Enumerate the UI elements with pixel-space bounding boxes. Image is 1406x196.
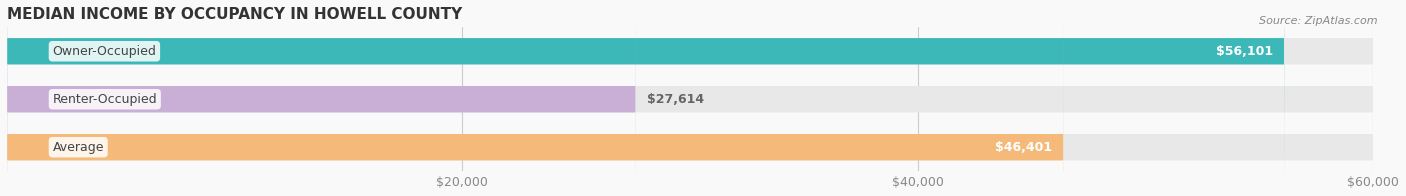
- Text: Owner-Occupied: Owner-Occupied: [52, 45, 156, 58]
- Text: Renter-Occupied: Renter-Occupied: [52, 93, 157, 106]
- Text: $56,101: $56,101: [1216, 45, 1272, 58]
- Text: MEDIAN INCOME BY OCCUPANCY IN HOWELL COUNTY: MEDIAN INCOME BY OCCUPANCY IN HOWELL COU…: [7, 7, 463, 22]
- Text: $27,614: $27,614: [647, 93, 704, 106]
- FancyBboxPatch shape: [7, 0, 1374, 196]
- FancyBboxPatch shape: [7, 0, 1284, 196]
- FancyBboxPatch shape: [7, 0, 1374, 196]
- FancyBboxPatch shape: [7, 0, 636, 196]
- Text: Average: Average: [52, 141, 104, 154]
- FancyBboxPatch shape: [7, 0, 1374, 196]
- Text: $46,401: $46,401: [995, 141, 1052, 154]
- FancyBboxPatch shape: [7, 0, 1063, 196]
- Text: Source: ZipAtlas.com: Source: ZipAtlas.com: [1260, 16, 1378, 26]
